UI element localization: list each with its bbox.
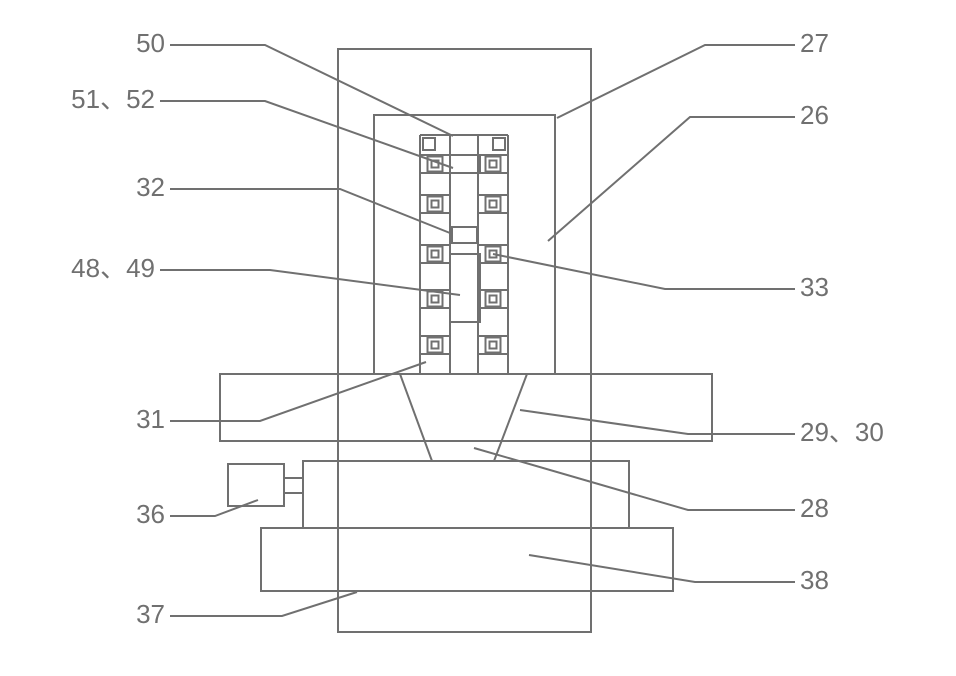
leader-31 (170, 362, 426, 421)
pin-inner-r-0 (490, 161, 497, 168)
label-31: 31 (136, 404, 165, 434)
label-29_30: 29、30 (800, 417, 884, 447)
pin-inner-l-8 (432, 342, 439, 349)
pin-inner-l-2 (432, 201, 439, 208)
funnel-left (400, 374, 432, 461)
pin-outer-l-4 (428, 247, 443, 262)
label-26: 26 (800, 100, 829, 130)
leader-50 (170, 45, 453, 136)
leader-28 (474, 448, 795, 510)
label-48_49: 48、49 (71, 253, 155, 283)
pin-outer-r-2 (486, 197, 501, 212)
mid-box-left (303, 461, 338, 528)
label-33: 33 (800, 272, 829, 302)
label-50: 50 (136, 28, 165, 58)
pin-outer-r-0 (486, 157, 501, 172)
pin-inner-r-2 (490, 201, 497, 208)
ladder-center-box (450, 254, 480, 322)
pin-inner-l-4 (432, 251, 439, 258)
upper-cross-right (591, 374, 712, 441)
leader-33 (493, 254, 795, 289)
label-36: 36 (136, 499, 165, 529)
label-28: 28 (800, 493, 829, 523)
pin-inner-l-6 (432, 296, 439, 303)
ladder-top-notch-left (423, 138, 435, 150)
leader-48_49 (160, 270, 460, 295)
ladder-small-top (450, 155, 480, 173)
leader-32 (170, 189, 450, 233)
label-51_52: 51、52 (71, 84, 155, 114)
pin-outer-l-2 (428, 197, 443, 212)
pin-inner-r-6 (490, 296, 497, 303)
upper-cross-left (220, 374, 338, 441)
leader-38 (529, 555, 795, 582)
pin-outer-r-8 (486, 338, 501, 353)
ladder-top-notch-right (493, 138, 505, 150)
inner-upper-box (374, 115, 555, 374)
lower-cross-right (591, 528, 673, 591)
leader-51_52 (160, 101, 453, 168)
main-body (338, 49, 591, 632)
label-32: 32 (136, 172, 165, 202)
pin-outer-l-6 (428, 292, 443, 307)
label-27: 27 (800, 28, 829, 58)
pin-outer-r-6 (486, 292, 501, 307)
leader-26 (548, 117, 795, 241)
pin-inner-r-8 (490, 342, 497, 349)
leader-29_30 (520, 410, 795, 434)
funnel-right (494, 374, 527, 461)
label-37: 37 (136, 599, 165, 629)
leader-36 (170, 500, 258, 516)
leader-27 (557, 45, 795, 118)
lower-cross-left (261, 528, 338, 591)
label-38: 38 (800, 565, 829, 595)
pin-outer-l-8 (428, 338, 443, 353)
ladder-small-mid (452, 227, 477, 243)
leader-37 (170, 592, 357, 616)
mid-box-right (591, 461, 629, 528)
